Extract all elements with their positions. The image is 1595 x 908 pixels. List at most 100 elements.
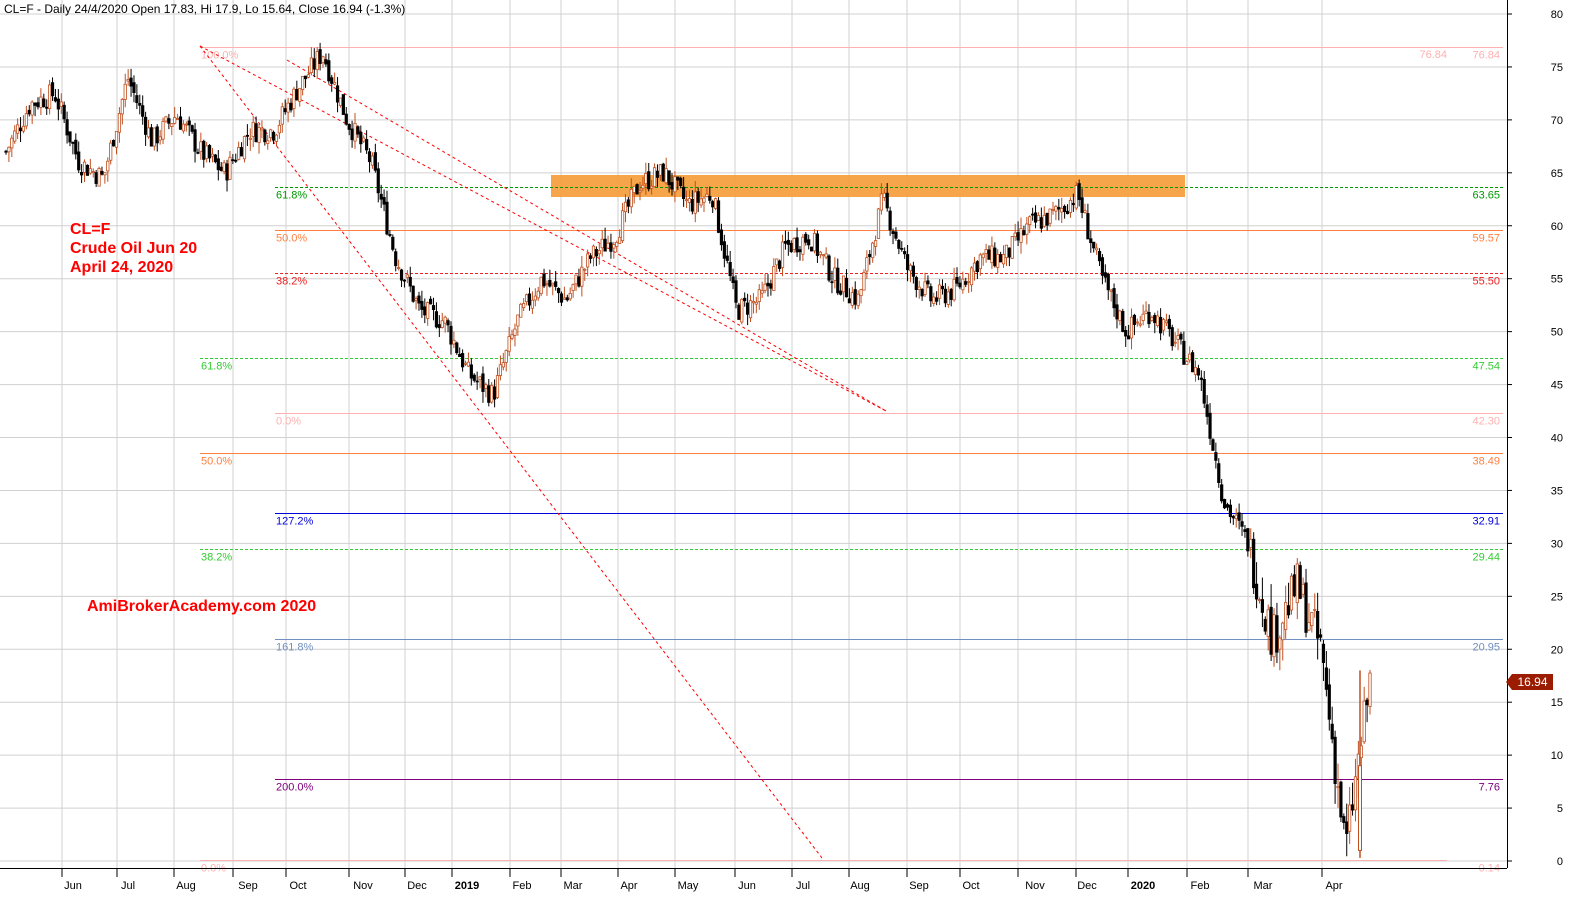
candle-body: [138, 102, 142, 106]
candle-body: [952, 278, 956, 301]
candle-body: [757, 289, 761, 302]
candle-body: [696, 191, 700, 203]
candle-body: [437, 324, 441, 329]
x-tick-label: Mar: [1254, 880, 1273, 892]
candle-body: [65, 119, 69, 136]
candle-body: [190, 125, 194, 132]
candle-body: [1275, 615, 1279, 653]
candle-body: [1095, 247, 1099, 251]
candle-body: [1368, 672, 1372, 707]
candle-body: [88, 168, 92, 174]
last-price-tag: 16.94: [1506, 674, 1553, 690]
candle-body: [990, 245, 994, 264]
candle-body: [245, 134, 249, 137]
candle-body: [143, 116, 148, 135]
candle-body: [309, 57, 313, 74]
candle-body: [443, 316, 447, 324]
candle-body: [664, 168, 668, 184]
candle-body: [984, 249, 988, 254]
candle-body: [1252, 538, 1256, 589]
candle-body: [80, 171, 84, 176]
candle-body: [417, 295, 421, 304]
candle-body: [885, 192, 889, 209]
candle-body: [1001, 254, 1006, 265]
y-tick-label: 80: [1551, 9, 1563, 21]
candle-body: [263, 129, 267, 143]
candle-body: [423, 306, 427, 316]
y-tick-label: 0: [1557, 856, 1563, 868]
candle-body: [522, 303, 526, 309]
candle-body: [1246, 528, 1250, 552]
fib-pct-label: 161.8%: [276, 642, 314, 654]
candle-body: [77, 151, 81, 171]
candle-body: [926, 280, 930, 285]
fib-price-label: 55.50: [1472, 276, 1500, 288]
candle-body: [1202, 379, 1206, 404]
candle-body: [481, 373, 485, 392]
candle-body: [1272, 614, 1276, 658]
candle-body: [303, 75, 308, 80]
candle-body: [807, 239, 811, 246]
candle-body: [690, 198, 694, 212]
candle-body: [594, 249, 598, 257]
candle-body: [330, 77, 334, 84]
candle-body: [501, 362, 505, 368]
candle-body: [338, 97, 343, 106]
candle-body-crash: [1358, 765, 1362, 851]
candle-body: [728, 262, 732, 277]
candle-body: [193, 129, 197, 152]
candle-body: [1028, 216, 1032, 225]
candle-body: [1039, 217, 1043, 229]
candle-body: [1342, 816, 1346, 823]
candle-body: [577, 276, 581, 287]
candle-body: [559, 293, 564, 303]
candle-body: [1042, 214, 1046, 227]
candle-body: [269, 129, 273, 139]
candle-body: [463, 362, 468, 365]
candle-body: [673, 176, 677, 193]
candle-body: [1185, 361, 1189, 365]
candle-body: [271, 131, 276, 141]
candle-body: [967, 281, 971, 283]
candle-body: [4, 150, 8, 153]
candle-body: [248, 137, 252, 140]
candle-body: [353, 122, 357, 142]
candle-body: [702, 197, 706, 203]
candle-body: [242, 136, 247, 160]
candle-body: [507, 336, 511, 352]
candle-body: [1318, 634, 1323, 638]
candle-body: [606, 242, 610, 249]
candle-body: [1100, 257, 1105, 276]
candle-body: [114, 130, 119, 148]
candle-body: [1036, 214, 1041, 221]
candle-body: [722, 241, 726, 259]
candle-body: [45, 106, 49, 109]
candle-body: [871, 242, 875, 259]
candle-body: [429, 298, 433, 305]
candle-body: [402, 279, 407, 282]
candle-body: [365, 139, 369, 151]
candle-body: [551, 282, 555, 286]
plot-background: [0, 0, 1507, 868]
candle-body: [112, 139, 116, 147]
candle-body: [222, 162, 226, 172]
candle-body: [999, 254, 1003, 263]
candle-body: [554, 281, 558, 287]
y-tick-label: 5: [1557, 803, 1563, 815]
candle-body: [59, 101, 63, 107]
candle-body: [1156, 315, 1160, 326]
candle-body: [301, 76, 305, 91]
candle-body: [1013, 232, 1017, 238]
candle-body: [431, 305, 436, 311]
candle-body: [751, 300, 756, 304]
candle-body: [1138, 323, 1142, 326]
candle-body: [1129, 316, 1134, 339]
candle-body: [94, 172, 98, 184]
candle-body: [1281, 622, 1285, 641]
candle-body: [836, 267, 840, 294]
candle-body: [818, 251, 822, 255]
candle-body: [1086, 213, 1090, 240]
candle-body: [1301, 583, 1305, 595]
candle-body: [289, 102, 293, 111]
candle-body: [202, 140, 206, 160]
